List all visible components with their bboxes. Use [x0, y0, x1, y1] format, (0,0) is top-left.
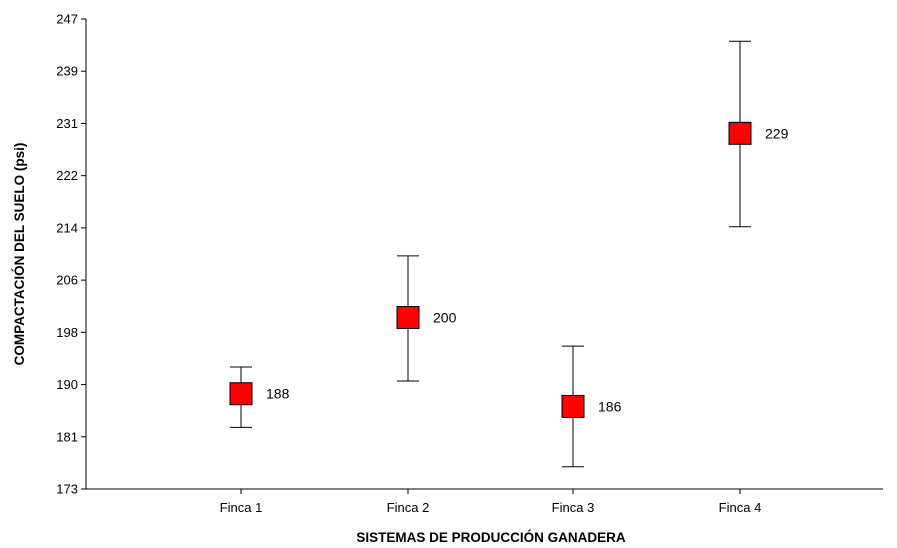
y-tick-label: 173: [56, 482, 78, 497]
y-tick-label: 181: [56, 429, 78, 444]
data-points: [229, 121, 752, 418]
x-tick-label: Finca 2: [387, 500, 430, 515]
data-labels: 188 200 186 229: [266, 125, 789, 414]
x-axis-title: SISTEMAS DE PRODUCCIÓN GANADERA: [356, 530, 626, 545]
data-label: 229: [765, 125, 789, 141]
y-tick-label: 222: [56, 168, 78, 183]
x-tick-label: Finca 1: [220, 500, 263, 515]
y-tick-label: 190: [56, 377, 78, 392]
error-bars: [230, 40, 751, 468]
data-point-marker: [728, 121, 752, 145]
y-tick-label: 214: [56, 220, 78, 235]
data-point-marker: [229, 382, 253, 406]
y-axis-ticks: 173 181 190 198 206 214 222 231 239 247: [56, 12, 86, 497]
y-tick-label: 198: [56, 325, 78, 340]
x-tick-label: Finca 4: [719, 500, 762, 515]
data-label: 200: [433, 310, 457, 326]
y-tick-label: 231: [56, 116, 78, 131]
y-tick-label: 206: [56, 273, 78, 288]
data-point-marker: [561, 394, 585, 418]
data-point-marker: [396, 306, 420, 330]
data-label: 188: [266, 386, 290, 402]
y-tick-label: 239: [56, 64, 78, 79]
x-tick-label: Finca 3: [552, 500, 595, 515]
axes: [85, 19, 883, 490]
y-tick-label: 247: [56, 12, 78, 27]
data-label: 186: [598, 398, 622, 414]
y-axis-title: COMPACTACIÓN DEL SUELO (psi): [12, 143, 27, 366]
x-axis-ticks: Finca 1 Finca 2 Finca 3 Finca 4: [220, 489, 762, 515]
